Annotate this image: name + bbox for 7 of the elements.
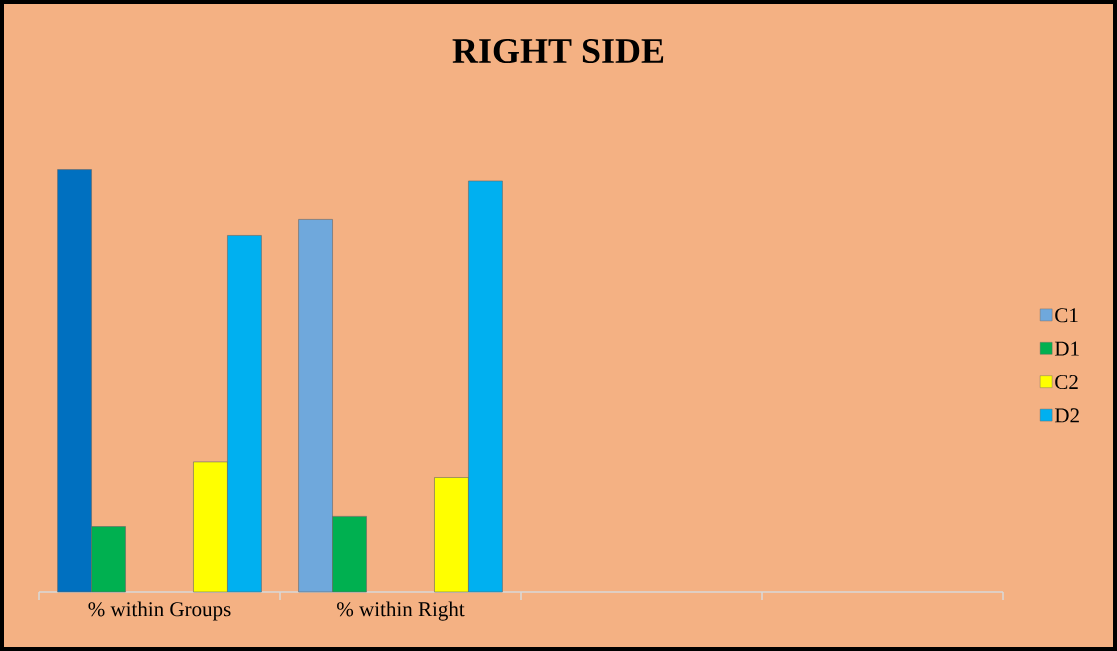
legend-label: C1 [1055,308,1078,323]
legend-label: D1 [1054,341,1079,356]
x-tick-label: % within Right [337,601,465,621]
x-tick-label: % within Groups [88,601,231,621]
legend-label: D2 [1054,408,1079,423]
chart-title: RIGHT SIDE [452,38,664,64]
legend-label: C2 [1055,374,1078,390]
